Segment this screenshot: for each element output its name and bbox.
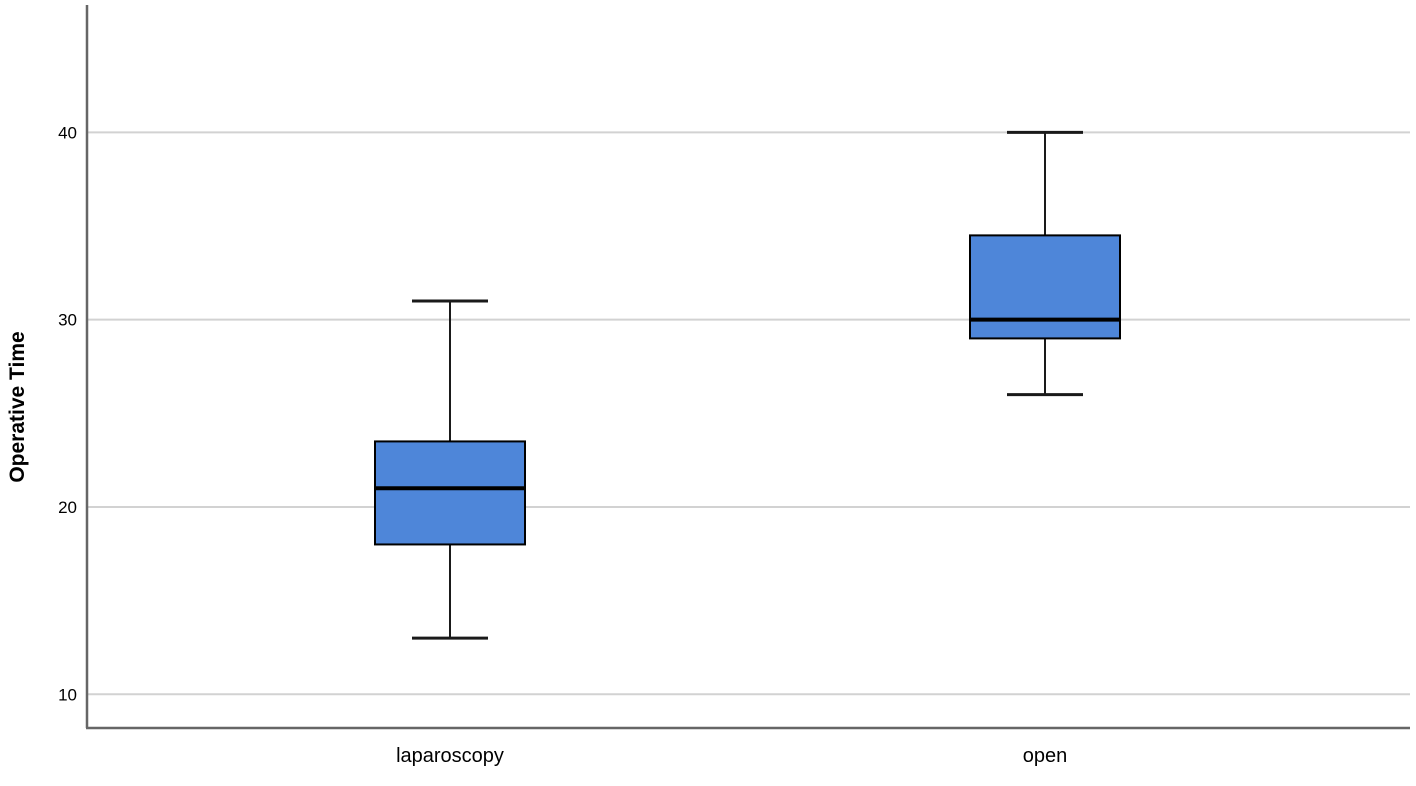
- y-tick-label: 30: [58, 311, 77, 330]
- y-axis-title: Operative Time: [6, 331, 29, 482]
- x-category-label: open: [1023, 745, 1068, 767]
- iqr-box: [374, 440, 526, 546]
- labels-group: 10 20 30 40 laparoscopy open: [58, 123, 1067, 767]
- boxplot-open: [969, 130, 1121, 397]
- y-tick-label: 20: [58, 498, 77, 517]
- axes-group: [85, 5, 1410, 730]
- gridlines-group: [87, 131, 1410, 696]
- y-tick-label: 10: [58, 685, 77, 704]
- x-category-label: laparoscopy: [396, 745, 504, 767]
- iqr-box: [969, 234, 1121, 340]
- boxplot-laparoscopy: [374, 299, 526, 640]
- boxes-group: [374, 130, 1121, 640]
- y-tick-label: 40: [58, 123, 77, 142]
